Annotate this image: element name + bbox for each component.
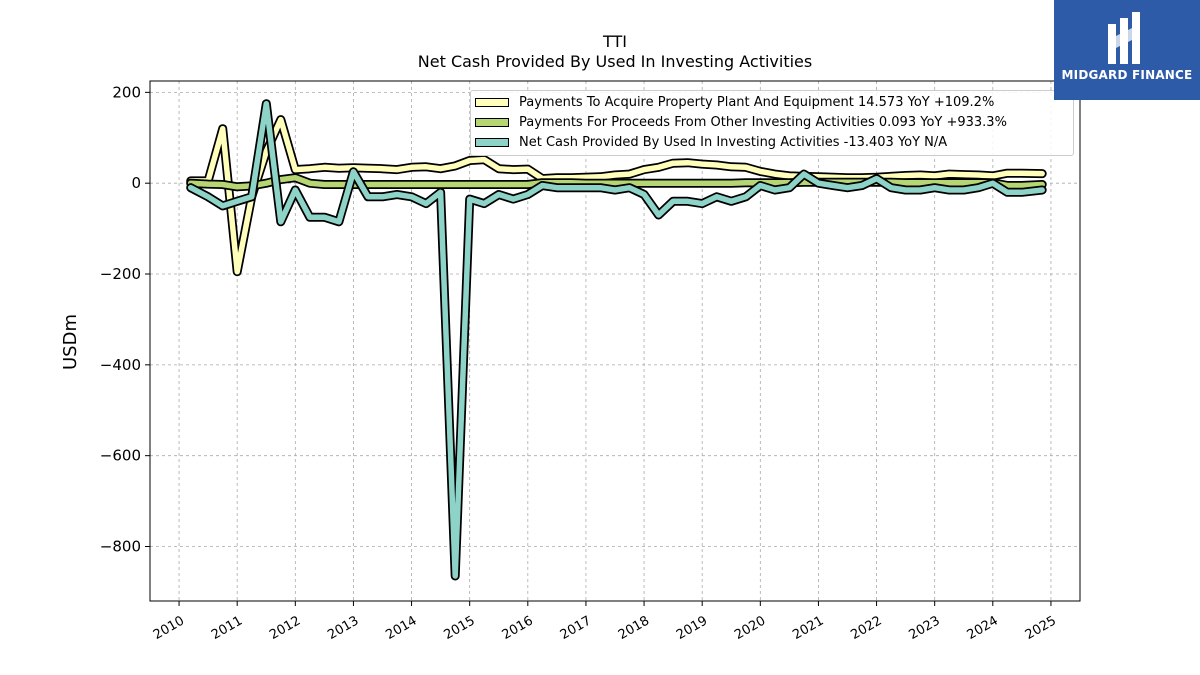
x-tick-label: 2012 xyxy=(267,613,303,643)
series-line xyxy=(187,100,1045,579)
x-tick-label: 2020 xyxy=(732,613,768,643)
x-tick-label: 2025 xyxy=(1023,613,1059,643)
brand-name: MIDGARD FINANCE xyxy=(1061,68,1193,82)
chart-subtitle: Net Cash Provided By Used In Investing A… xyxy=(417,52,813,71)
y-axis-label: USDm xyxy=(60,314,81,370)
legend-item-other-investing: Payments For Proceeds From Other Investi… xyxy=(475,112,1007,132)
series-1 xyxy=(186,173,1047,192)
series-0 xyxy=(186,115,1047,277)
legend-label-other-investing: Payments For Proceeds From Other Investi… xyxy=(519,114,1007,130)
legend-swatch-other-investing xyxy=(475,117,509,127)
y-tick-label: −400 xyxy=(100,356,141,374)
legend-swatch-ppe xyxy=(475,97,509,107)
x-tick-label: 2013 xyxy=(325,613,361,643)
series-lines xyxy=(186,99,1047,581)
midgard-logo-icon xyxy=(1108,12,1140,64)
brand-logo: MIDGARD FINANCE xyxy=(1054,0,1200,100)
x-tick-label: 2010 xyxy=(151,613,187,643)
x-tick-label: 2015 xyxy=(442,613,478,643)
y-tick-label: 0 xyxy=(131,174,141,192)
x-tick-label: 2023 xyxy=(907,613,943,643)
x-tick-label: 2017 xyxy=(558,613,594,643)
y-tick-label: −200 xyxy=(100,265,141,283)
x-tick-label: 2022 xyxy=(848,613,884,643)
legend-label-net-investing: Net Cash Provided By Used In Investing A… xyxy=(519,134,948,150)
x-tick-label: 2019 xyxy=(674,613,710,643)
plot-frame xyxy=(149,80,1081,602)
legend: Payments To Acquire Property Plant And E… xyxy=(470,90,1074,156)
series-line xyxy=(187,174,1045,190)
series-line xyxy=(187,116,1045,275)
chart-title: TTI xyxy=(603,32,627,51)
series-2 xyxy=(186,99,1047,581)
axes: 200 0 −200 −400 −600 −800 2010 2011 2012 2013 2014… xyxy=(100,83,1059,643)
x-tick-label: 2018 xyxy=(616,613,652,643)
legend-label-ppe: Payments To Acquire Property Plant And E… xyxy=(519,94,995,110)
y-tick-label: −600 xyxy=(100,447,141,465)
x-tick-label: 2011 xyxy=(209,613,245,643)
legend-swatch-net-investing xyxy=(475,137,509,147)
x-tick-label: 2024 xyxy=(965,613,1001,643)
y-tick-label: 200 xyxy=(112,83,141,101)
x-tick-label: 2016 xyxy=(500,613,536,643)
y-tick-label: −800 xyxy=(100,538,141,556)
x-tick-label: 2021 xyxy=(790,613,826,643)
legend-item-net-investing: Net Cash Provided By Used In Investing A… xyxy=(475,132,947,152)
legend-item-ppe: Payments To Acquire Property Plant And E… xyxy=(475,92,994,112)
x-tick-label: 2014 xyxy=(383,613,419,643)
